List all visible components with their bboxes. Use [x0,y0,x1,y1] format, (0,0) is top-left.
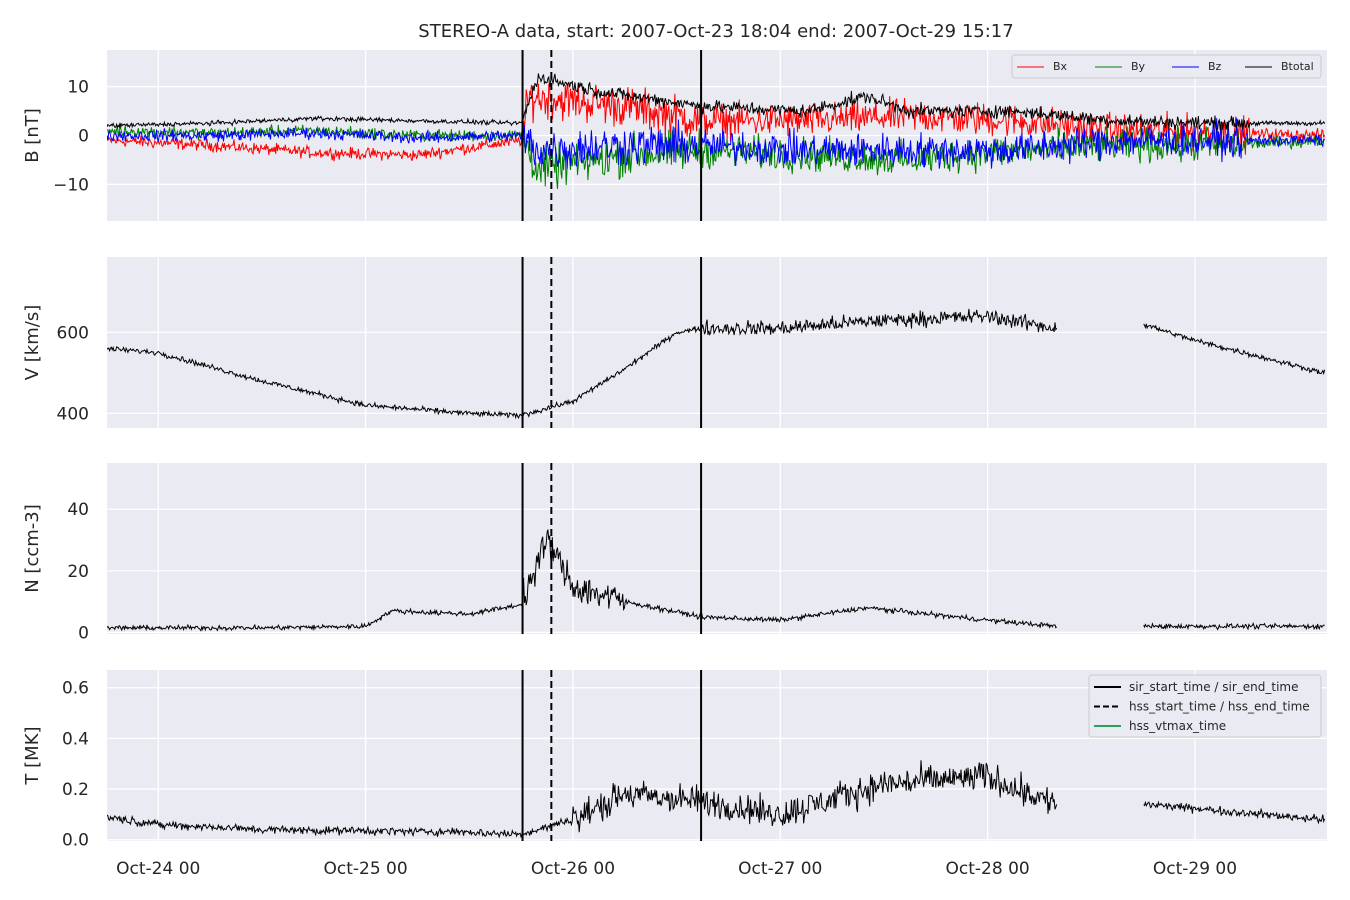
legend-label-bx: Bx [1053,60,1068,73]
y-axis-label: B [nT] [22,108,43,163]
y-axis-label: V [km/s] [22,305,43,380]
y-tick-label: 20 [67,562,89,582]
figure-title: STEREO-A data, start: 2007-Oct-23 18:04 … [418,21,1013,42]
panel-n: 40 20 0 N [ccm-3] [22,463,1327,643]
legend-event-label: sir_start_time / sir_end_time [1129,680,1299,694]
y-axis-label: T [MK] [22,726,43,785]
legend-events-box [1088,674,1322,738]
legend-label-bz: Bz [1208,60,1222,73]
legend-label-btotal: Btotal [1281,60,1314,73]
x-tick-labels: Oct-24 00 Oct-25 00 Oct-26 00 Oct-27 00 Oct-… [116,859,1237,879]
legend-events: sir_start_time / sir_end_time hss_start_t… [1088,674,1322,738]
series-line-btotal [107,73,1326,132]
panel-background [107,257,1327,428]
x-tick-label: Oct-29 00 [1153,859,1237,879]
y-tick-label: 0.0 [62,831,89,851]
y-tick-label: 10 [67,78,89,98]
data-lines [107,308,1326,420]
series-line-v [1143,323,1326,376]
panel-background [107,463,1327,634]
y-tick-label: 0 [78,623,89,643]
series-line-n [107,529,1058,632]
panel-v: 600 400 V [km/s] [22,257,1327,428]
y-tick-label: 0.4 [62,729,89,749]
y-tick-label: 600 [57,323,89,343]
data-lines [107,760,1326,839]
legend-label-by: By [1131,60,1146,73]
y-tick-label: 400 [57,404,89,424]
legend-b-box [1011,54,1322,79]
series-line-n [1143,621,1325,631]
series-line-by [107,124,1326,190]
legend-event-label: hss_vtmax_time [1129,719,1226,733]
x-tick-label: Oct-24 00 [116,859,200,879]
y-tick-label: 0.6 [62,679,89,699]
data-lines [107,73,1326,190]
y-tick-label: 0 [78,127,89,147]
legend-event-label: hss_start_time / hss_end_time [1129,700,1310,714]
x-tick-label: Oct-28 00 [946,859,1030,879]
y-tick-label: 0.2 [62,780,89,800]
series-line-t [1143,800,1326,825]
data-lines [107,529,1325,632]
y-axis-label: N [ccm-3] [22,504,43,593]
y-tick-label: 40 [67,500,89,520]
series-line-bz [107,118,1325,169]
x-tick-label: Oct-25 00 [323,859,407,879]
y-tick-label: −10 [53,175,89,195]
legend-b-field: Bx By Bz Btotal [1011,54,1322,79]
x-tick-label: Oct-26 00 [531,859,615,879]
series-line-v [107,308,1058,420]
series-line-t [107,760,1058,839]
x-tick-label: Oct-27 00 [738,859,822,879]
